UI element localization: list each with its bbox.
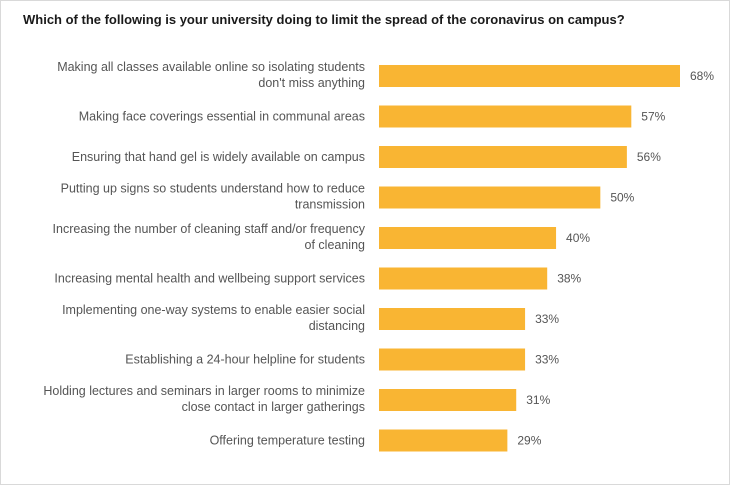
data-label: 33% (535, 353, 559, 367)
bar-row: 56% Ensuring that hand gel is widely avai… (72, 146, 661, 168)
bar (379, 389, 517, 411)
category-label: Increasing mental health and wellbeing s… (54, 272, 365, 286)
category-label: Implementing one-way systems to enable e… (62, 303, 365, 317)
bar-row: 29% Offering temperature testing (210, 429, 542, 452)
data-label: 38% (557, 272, 581, 286)
data-label: 56% (637, 150, 661, 164)
bar (379, 186, 601, 209)
data-label: 68% (690, 69, 714, 83)
data-label: 50% (610, 191, 634, 205)
category-label: transmission (295, 198, 365, 212)
bar (379, 267, 548, 290)
category-label: Establishing a 24-hour helpline for stud… (125, 353, 365, 367)
bar (379, 348, 526, 371)
data-label: 33% (535, 312, 559, 326)
data-label: 57% (641, 110, 665, 124)
bar (379, 308, 526, 330)
bar (379, 429, 508, 452)
bar-row: 50% Putting up signs so students understa… (61, 182, 635, 212)
bar-row: 40% Increasing the number of cleaning sta… (53, 222, 591, 252)
category-label: Putting up signs so students understand … (61, 182, 365, 196)
bar (379, 105, 632, 128)
data-label: 29% (517, 434, 541, 448)
bar (379, 227, 557, 249)
bar-row: 33% Implementing one-way systems to enabl… (62, 303, 559, 333)
bar-row: 57% Making face coverings essential in co… (79, 105, 666, 128)
chart-title: Which of the following is your universit… (23, 12, 625, 27)
bar-row: 31% Holding lectures and seminars in larg… (43, 384, 550, 414)
category-label: Holding lectures and seminars in larger … (43, 384, 365, 398)
category-label: don't miss anything (258, 76, 365, 90)
category-label: Making all classes available online so i… (57, 60, 365, 74)
bar-row: 38% Increasing mental health and wellbein… (54, 267, 582, 290)
bar (379, 65, 680, 87)
category-label: Increasing the number of cleaning staff … (53, 222, 366, 236)
category-label: of cleaning (305, 238, 366, 252)
bar-row: 68% Making all classes available online s… (57, 60, 714, 90)
category-label: Ensuring that hand gel is widely availab… (72, 150, 365, 164)
category-label: distancing (309, 319, 365, 333)
category-label: Offering temperature testing (210, 434, 365, 448)
category-label: close contact in larger gatherings (182, 400, 365, 414)
bar (379, 146, 627, 168)
data-label: 40% (566, 231, 590, 245)
category-label: Making face coverings essential in commu… (79, 110, 365, 124)
bar-row: 33% Establishing a 24-hour helpline for s… (125, 348, 559, 371)
data-label: 31% (526, 393, 550, 407)
